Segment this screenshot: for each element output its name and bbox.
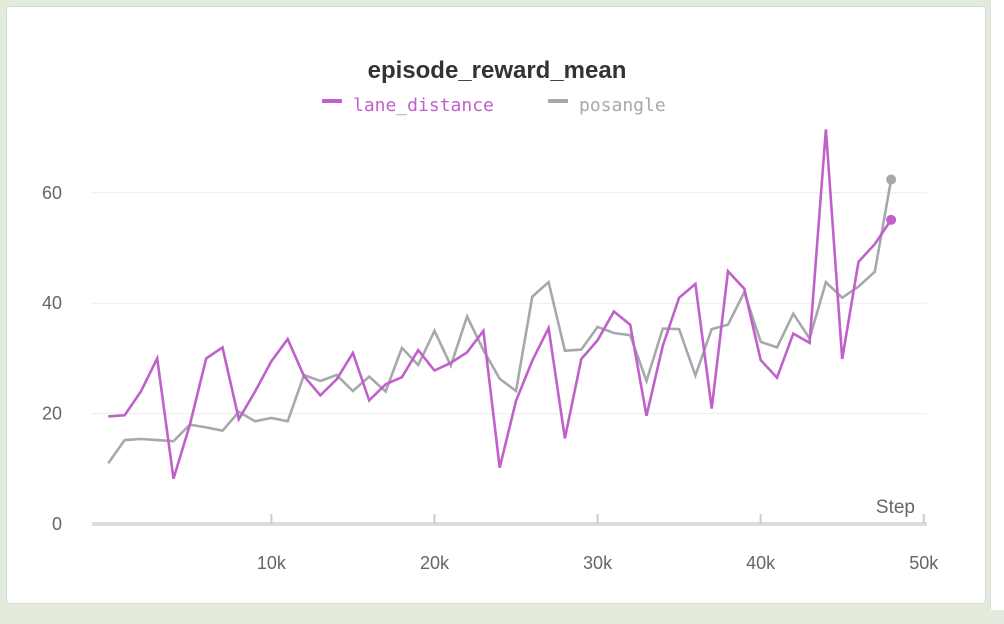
- y-axis-ticks: 0 20 40 60: [42, 183, 62, 534]
- x-tick-label-10k: 10k: [257, 553, 287, 573]
- x-axis: 10k 20k 30k 40k 50k: [92, 514, 939, 573]
- legend-label-lane-distance: lane_distance: [353, 95, 494, 116]
- legend: lane_distance posangle: [322, 95, 666, 116]
- series-endpoint-posangle: [886, 174, 897, 185]
- series-line-posangle: [107, 179, 893, 465]
- x-tick-label-50k: 50k: [909, 553, 939, 573]
- x-tick-label-20k: 20k: [420, 553, 450, 573]
- chart-title: episode_reward_mean: [368, 57, 627, 84]
- y-tick-label-20: 20: [42, 404, 62, 424]
- gridlines: [92, 192, 927, 415]
- y-tick-label-40: 40: [42, 293, 62, 313]
- chart-panel: [6, 6, 986, 604]
- y-tick-label-0: 0: [52, 514, 62, 534]
- y-tick-label-60: 60: [42, 183, 62, 203]
- series-endpoint-lane-distance: [886, 214, 897, 225]
- x-tick-label-30k: 30k: [583, 553, 613, 573]
- x-axis-label: Step: [876, 497, 915, 518]
- series-lines: [107, 129, 897, 480]
- legend-label-posangle: posangle: [579, 95, 666, 116]
- x-tick-label-40k: 40k: [746, 553, 776, 573]
- panel-edge: [990, 0, 1004, 610]
- series-line-lane-distance: [108, 129, 893, 480]
